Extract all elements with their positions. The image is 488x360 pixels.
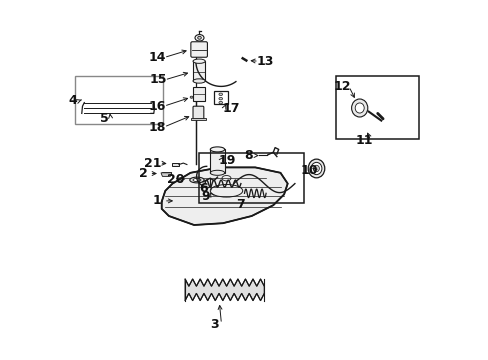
Polygon shape <box>191 118 205 120</box>
Ellipse shape <box>190 96 193 98</box>
Text: 7: 7 <box>236 198 245 211</box>
Ellipse shape <box>354 103 364 113</box>
Text: 21: 21 <box>144 157 162 170</box>
Ellipse shape <box>351 99 367 117</box>
Text: 19: 19 <box>218 154 235 167</box>
Text: 14: 14 <box>148 51 166 64</box>
Ellipse shape <box>210 147 224 152</box>
Text: 12: 12 <box>333 80 350 93</box>
Ellipse shape <box>195 35 203 41</box>
FancyBboxPatch shape <box>193 106 203 119</box>
Text: 6: 6 <box>199 182 207 195</box>
Ellipse shape <box>193 79 205 83</box>
Bar <box>336 76 418 139</box>
Text: 11: 11 <box>355 134 372 147</box>
Text: 18: 18 <box>148 121 166 134</box>
Bar <box>193 61 205 81</box>
Ellipse shape <box>189 177 204 183</box>
Ellipse shape <box>193 59 205 63</box>
Ellipse shape <box>210 170 224 175</box>
Bar <box>213 91 227 104</box>
Bar <box>75 76 163 124</box>
FancyBboxPatch shape <box>190 42 207 57</box>
Text: 17: 17 <box>222 102 239 114</box>
Text: 16: 16 <box>148 100 166 113</box>
Ellipse shape <box>219 93 222 95</box>
Polygon shape <box>161 173 171 176</box>
Text: 20: 20 <box>166 173 184 186</box>
Text: 4: 4 <box>68 94 77 107</box>
Ellipse shape <box>307 159 324 178</box>
Bar <box>193 87 205 101</box>
Polygon shape <box>162 172 170 175</box>
Text: 9: 9 <box>201 190 210 203</box>
Text: 5: 5 <box>100 112 108 125</box>
Ellipse shape <box>310 162 321 175</box>
Ellipse shape <box>219 102 222 104</box>
Text: 15: 15 <box>149 73 166 86</box>
Text: 13: 13 <box>256 55 273 68</box>
Text: 3: 3 <box>210 318 219 330</box>
Ellipse shape <box>219 97 222 100</box>
Text: 8: 8 <box>244 149 252 162</box>
Ellipse shape <box>313 165 319 172</box>
Ellipse shape <box>193 178 201 181</box>
Bar <box>210 149 224 173</box>
Text: 10: 10 <box>300 164 317 177</box>
Polygon shape <box>171 163 179 166</box>
Text: 1: 1 <box>153 194 162 207</box>
Text: 2: 2 <box>138 167 147 180</box>
Polygon shape <box>185 279 264 301</box>
Ellipse shape <box>197 36 201 39</box>
Bar <box>199 153 303 203</box>
Polygon shape <box>162 167 287 225</box>
